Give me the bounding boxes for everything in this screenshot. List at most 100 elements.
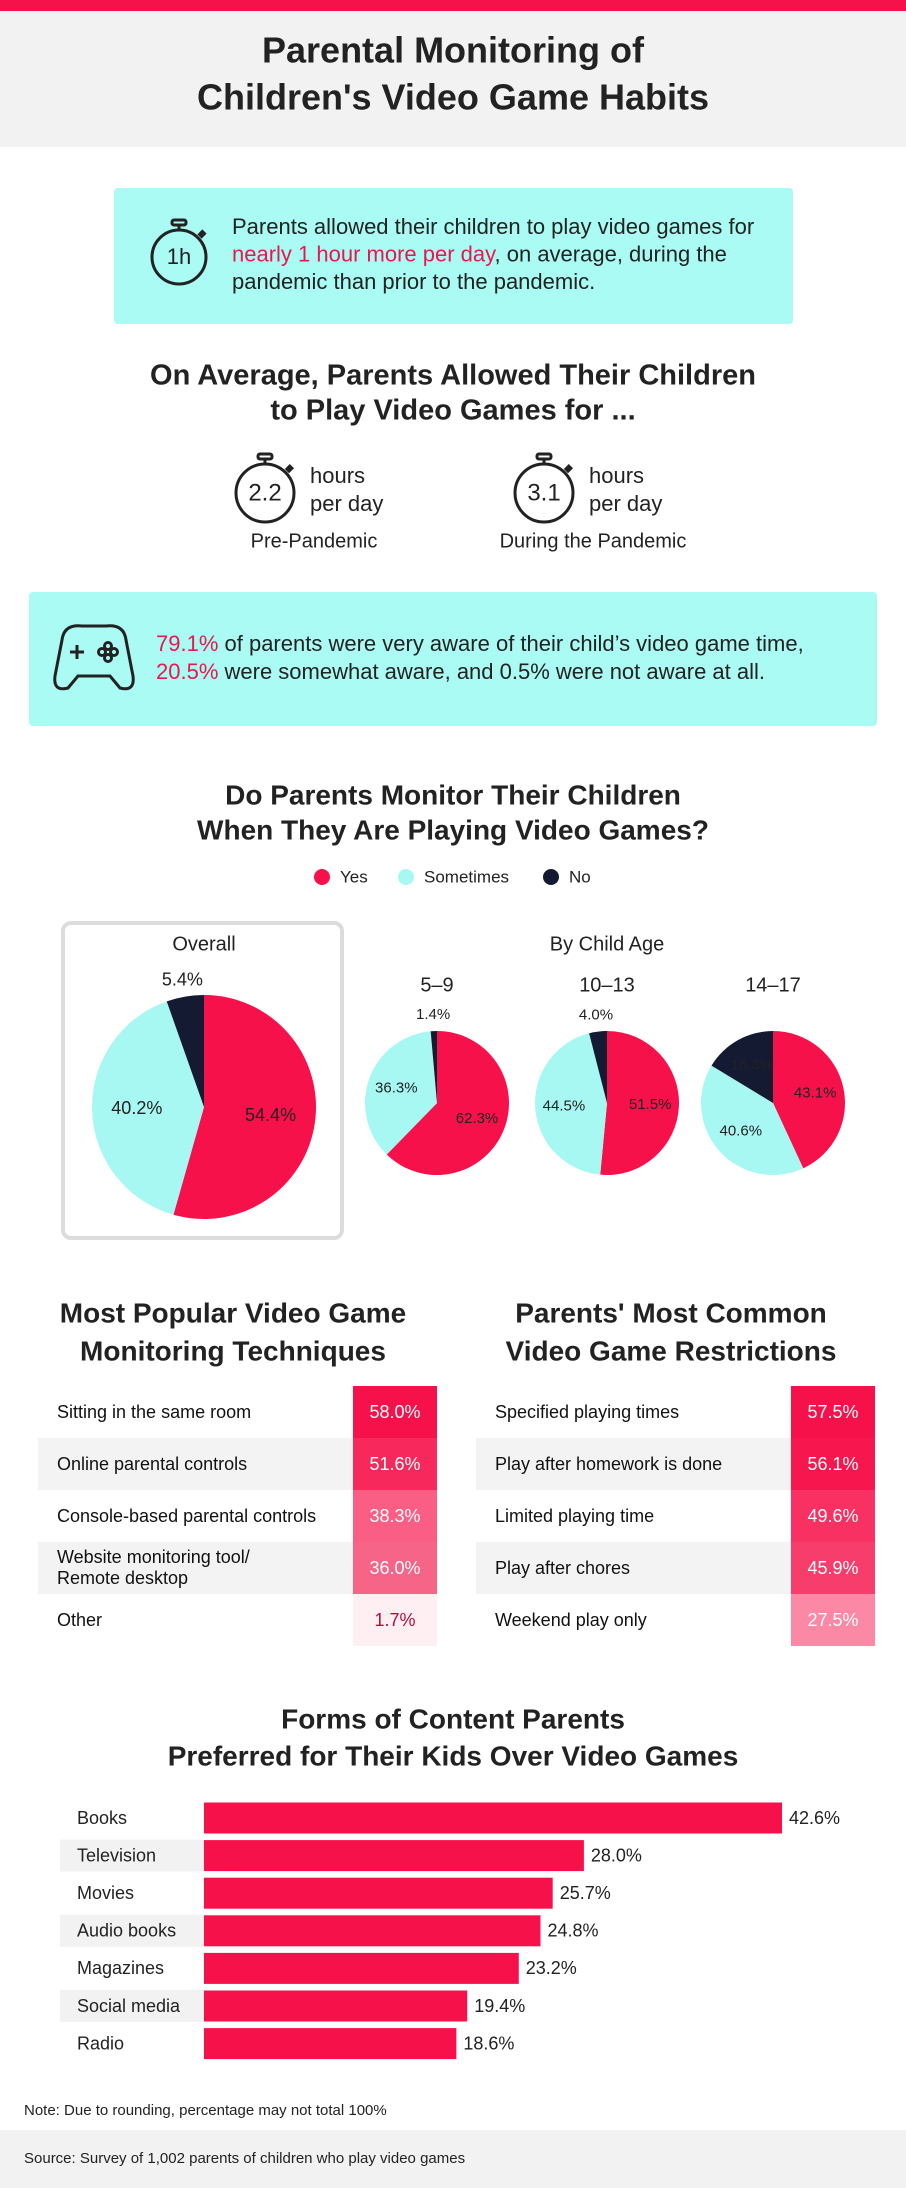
source: Source: Survey of 1,002 parents of child… (24, 2150, 465, 2167)
bar-value-label: 28.0% (591, 1845, 642, 1865)
value-cell: 56.1% (791, 1438, 875, 1490)
heat-cell (353, 1490, 437, 1542)
row-label: Play after homework is done (495, 1453, 723, 1474)
callout-segment: nearly 1 hour more per day (232, 241, 496, 266)
callout-segment: 20.5% (156, 659, 218, 684)
bar (204, 1840, 584, 1872)
callout-segment: were somewhat aware, and 0.5% were not a… (218, 659, 765, 684)
pie-value-label: 40.6% (720, 1123, 763, 1140)
pie-slice (589, 1031, 607, 1103)
value-label: 38.3% (369, 1505, 421, 1526)
pie-value-label: 36.3% (375, 1079, 418, 1096)
group-label: By Child Age (550, 933, 665, 955)
callout-segment: Parents allowed their children to play v… (232, 214, 754, 239)
pie-value-label: 5.4% (162, 970, 203, 990)
heat-cell (791, 1438, 875, 1490)
section-title: Video Game Restrictions (506, 1335, 837, 1366)
page-title: Children's Video Game Habits (197, 77, 709, 118)
page-title: Parental Monitoring of (262, 30, 645, 71)
value-label: 49.6% (807, 1505, 859, 1526)
heat-cell (791, 1386, 875, 1438)
legend-label: Sometimes (424, 867, 509, 886)
gamepad-icon (53, 624, 135, 691)
value-cell: 58.0% (353, 1386, 437, 1438)
heat-cell (353, 1386, 437, 1438)
callout-box (114, 188, 793, 324)
top-bar (0, 0, 906, 11)
stopwatch-button (197, 229, 207, 239)
bar-label: Radio (77, 2033, 124, 2053)
stat-unit: hours (589, 463, 644, 488)
pie-title: 10–13 (579, 974, 635, 996)
value-label: 36.0% (369, 1557, 421, 1578)
heat-cell (791, 1594, 875, 1646)
footer-bg (0, 2130, 906, 2188)
row-label: Sitting in the same room (57, 1401, 252, 1422)
pie-value-label: 4.0% (579, 1007, 613, 1024)
bar-value-label: 25.7% (560, 1883, 611, 1903)
pie-slice (430, 1031, 437, 1103)
section-title: Most Popular Video Game (60, 1297, 406, 1328)
row-label: Online parental controls (57, 1453, 248, 1474)
row-label: Other (57, 1609, 103, 1630)
table-row: Other 1.7% (38, 1594, 437, 1646)
table: Sitting in the same room 58.0% Online pare… (38, 1386, 437, 1646)
stopwatch-icon (234, 452, 296, 524)
value-cell: 36.0% (353, 1542, 437, 1594)
stopwatch-button (563, 464, 573, 474)
row-label: Specified playing times (495, 1401, 680, 1422)
pie-value-label: 51.5% (629, 1096, 672, 1113)
value-cell: 1.7% (353, 1594, 437, 1646)
pie-slice (92, 1001, 204, 1215)
table-row: Specified playing times 57.5% (476, 1386, 875, 1438)
section-title: Monitoring Techniques (80, 1335, 386, 1366)
row-band (60, 1914, 204, 1947)
section-title: Forms of Content Parents (281, 1703, 625, 1734)
heat-cell (353, 1542, 437, 1594)
pie-title: Overall (172, 933, 235, 955)
overall-box (61, 921, 344, 1240)
bar-label: Social media (77, 1996, 181, 2016)
callout-text: nearly 1 hour more per day, on average, … (232, 241, 727, 266)
heat-cell (353, 1438, 437, 1490)
section-title: Preferred for Their Kids Over Video Game… (168, 1740, 739, 1771)
bar-value-label: 18.6% (463, 2033, 514, 2053)
section-title: Do Parents Monitor Their Children (225, 779, 681, 810)
section-title: When They Are Playing Video Games? (197, 814, 709, 845)
bar (204, 1990, 468, 2022)
bar-value-label: 24.8% (547, 1921, 598, 1941)
row-label: Website monitoring tool/ Remote desktop (57, 1547, 250, 1588)
bar (204, 1915, 541, 1947)
value-cell: 49.6% (791, 1490, 875, 1542)
value-cell: 27.5% (791, 1594, 875, 1646)
callout-text: 20.5% were somewhat aware, and 0.5% were… (156, 659, 765, 684)
callout-segment: 79.1% (156, 631, 218, 656)
bar (204, 1952, 519, 1984)
pie-slice (386, 1031, 509, 1175)
bar (204, 1877, 553, 1909)
value-label: 58.0% (369, 1401, 421, 1422)
heat-cell (791, 1542, 875, 1594)
row-label: Limited playing time (495, 1505, 655, 1526)
pie-slice (773, 1031, 845, 1169)
legend-swatch (314, 869, 330, 885)
note: Note: Due to rounding, percentage may no… (24, 2102, 387, 2119)
stat-value: 3.1 (527, 479, 560, 506)
bar-label: Movies (77, 1883, 134, 1903)
section-title: to Play Video Games for ... (270, 395, 635, 427)
table-row: Play after homework is done 56.1% (476, 1438, 875, 1490)
legend-label: No (569, 867, 591, 886)
pie-slice (173, 995, 317, 1219)
legend-swatch (398, 869, 414, 885)
table-row: Website monitoring tool/ Remote desktop 3… (38, 1542, 437, 1594)
bar-value-label: 23.2% (526, 1958, 577, 1978)
callout-text: 79.1% of parents were very aware of thei… (156, 631, 804, 656)
pie-slice (711, 1031, 773, 1103)
stat-unit: per day (589, 491, 662, 516)
pie-title: 5–9 (420, 974, 453, 996)
callout-segment: of parents were very aware of their chil… (218, 631, 803, 656)
pie-value-label: 16.3% (731, 1056, 774, 1073)
icon-label: 1h (167, 244, 191, 269)
